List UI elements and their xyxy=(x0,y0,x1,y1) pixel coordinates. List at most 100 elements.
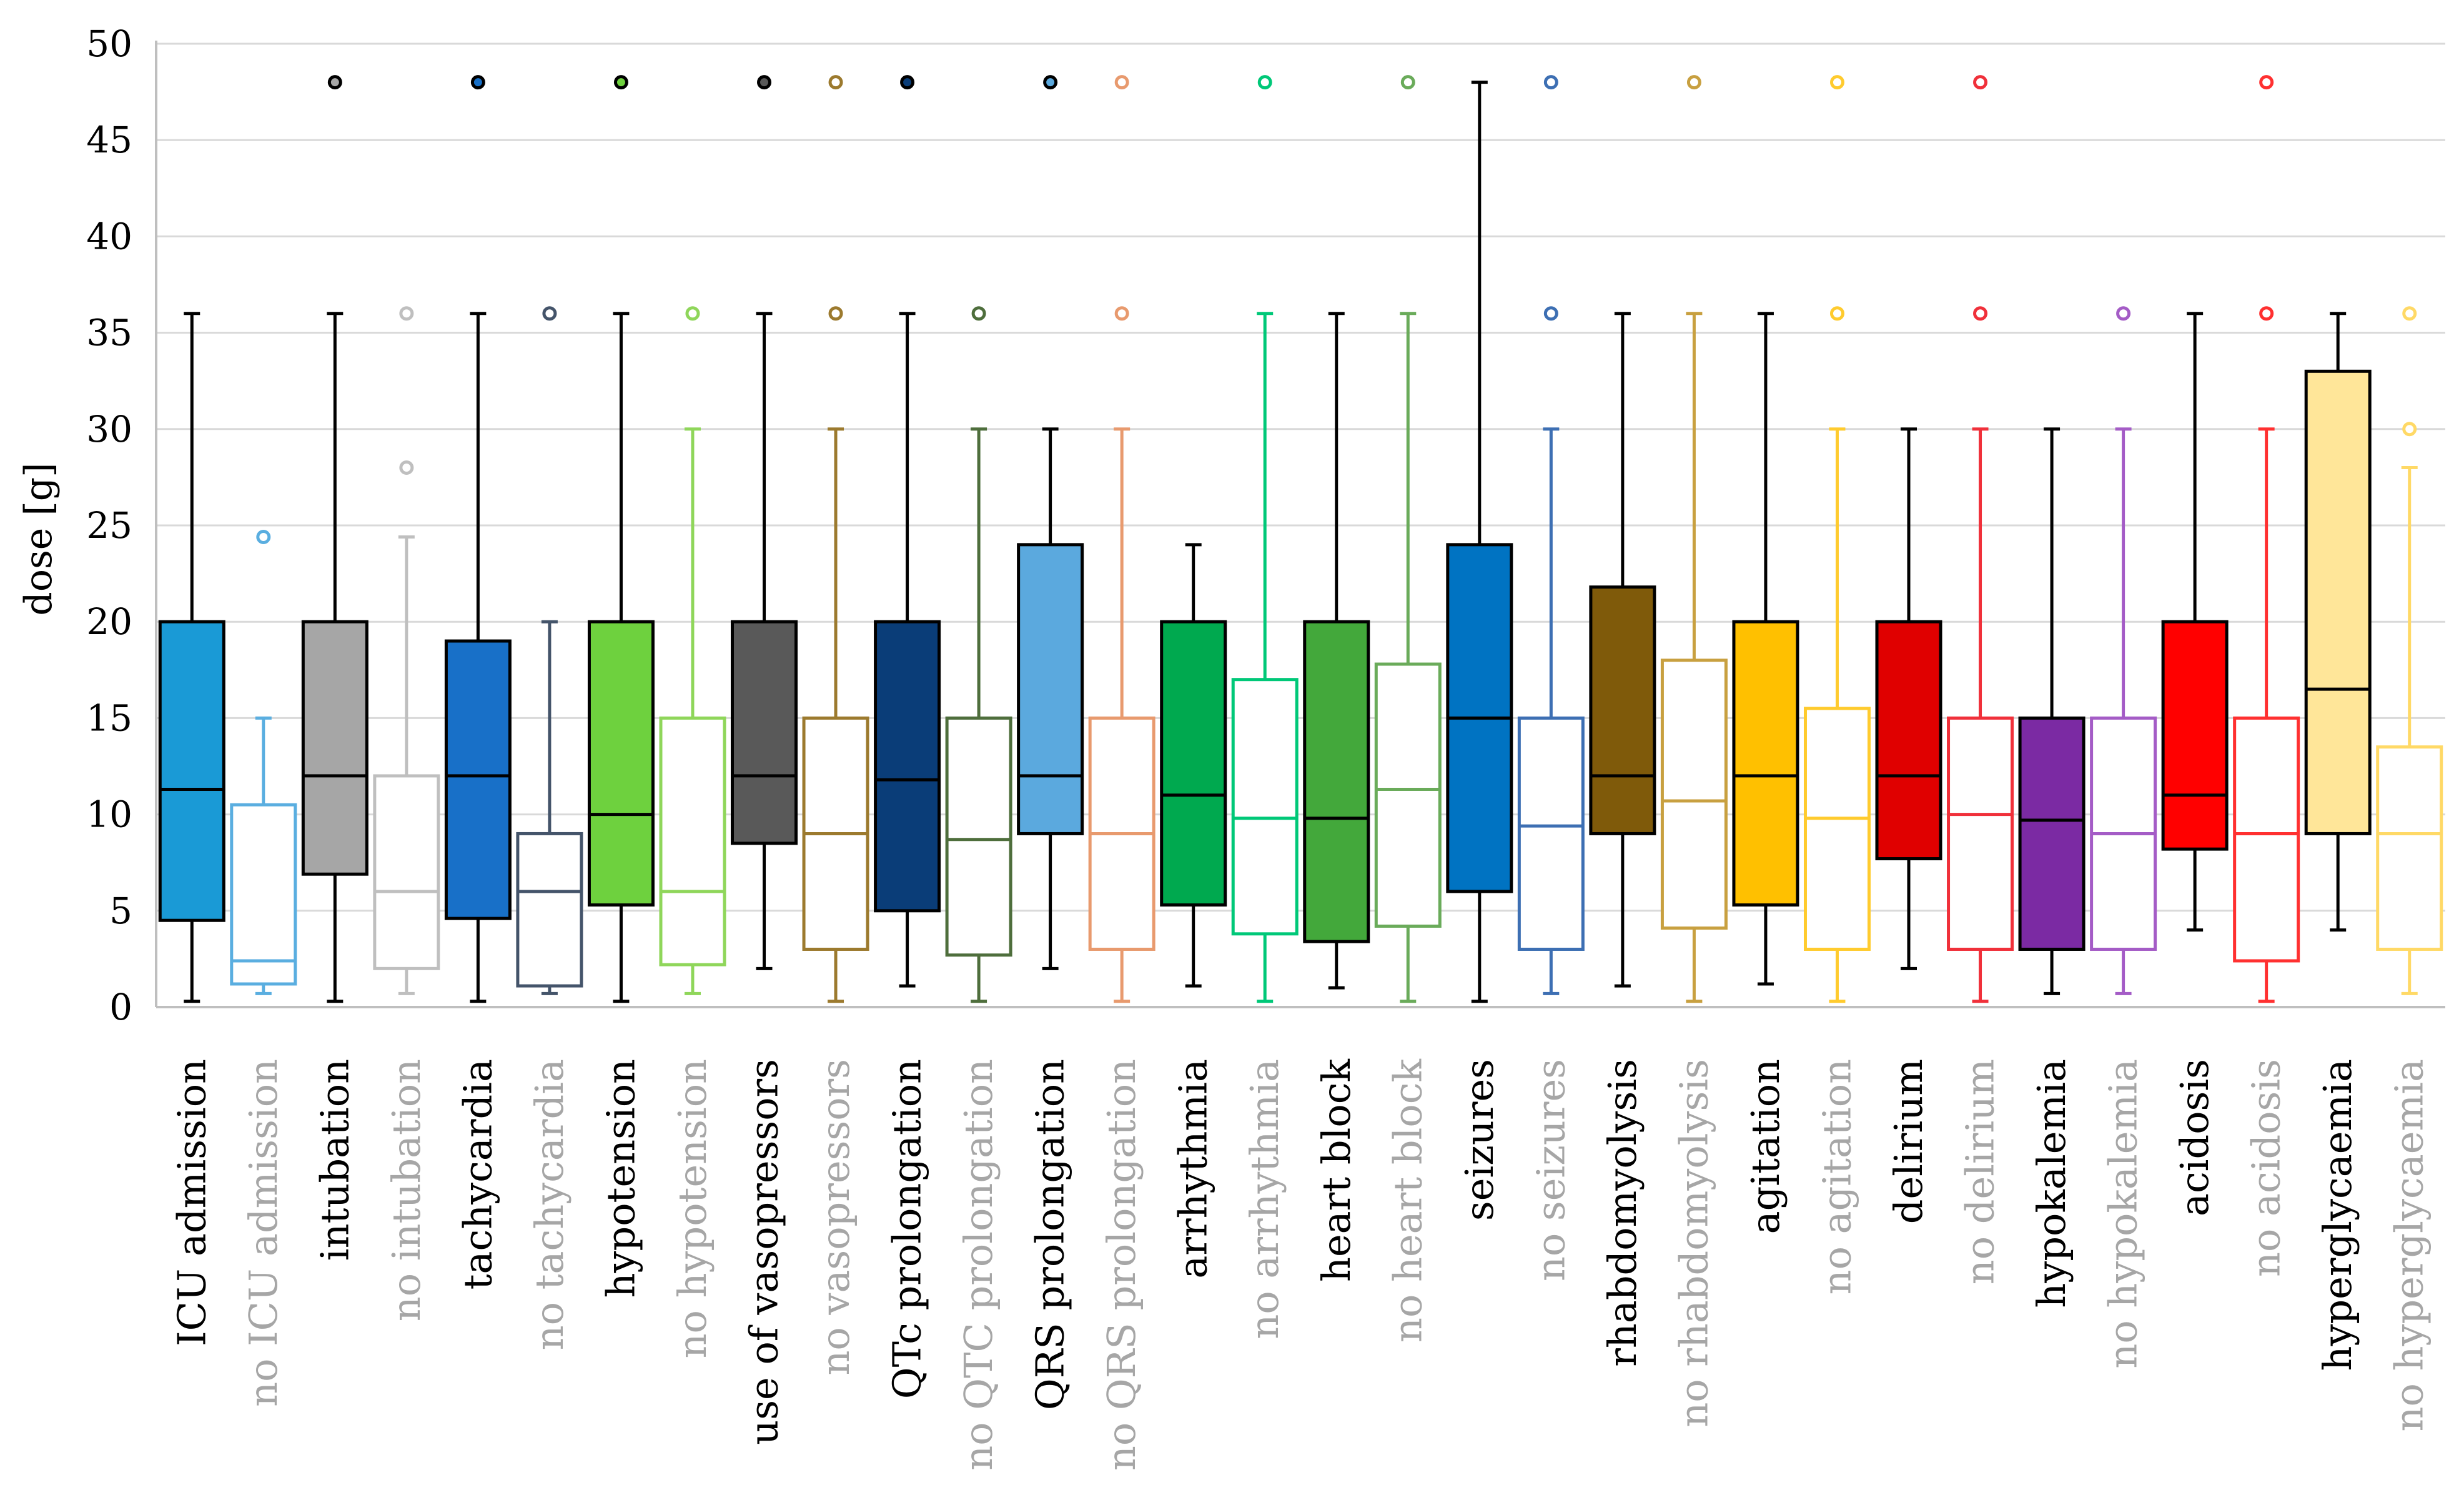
iqr-box xyxy=(1017,543,1084,835)
box-11 xyxy=(945,306,1012,1003)
iqr-box xyxy=(587,620,655,907)
gridlines xyxy=(156,42,2445,912)
outlier-point xyxy=(685,306,700,321)
box-3 xyxy=(373,306,440,995)
outlier-point xyxy=(1543,306,1558,321)
box-20 xyxy=(1589,312,1656,988)
y-tick-label: 35 xyxy=(86,312,132,354)
x-tick-label: use of vasopressors xyxy=(741,1059,787,1445)
box-2 xyxy=(301,75,369,1003)
box-7 xyxy=(659,306,726,995)
x-tick-label: hyperglycaemia xyxy=(2315,1059,2360,1371)
box-27 xyxy=(2090,306,2157,995)
y-tick-label: 25 xyxy=(86,504,132,547)
box-5 xyxy=(516,306,583,995)
box-13 xyxy=(1088,75,1155,1003)
box-30 xyxy=(2304,312,2372,932)
box-26 xyxy=(2018,427,2085,995)
box-16 xyxy=(1303,312,1370,990)
x-tick-label: no hypokalemia xyxy=(2100,1059,2146,1369)
x-tick-label: hypokalemia xyxy=(2029,1059,2074,1308)
outlier-point xyxy=(327,75,342,90)
iqr-box xyxy=(1875,620,1942,861)
iqr-box xyxy=(516,832,583,988)
box-14 xyxy=(1160,543,1227,988)
boxes xyxy=(158,75,2443,1003)
outlier-point xyxy=(2259,75,2274,90)
x-tick-label: arrhythmia xyxy=(1170,1059,1216,1279)
y-tick-label: 15 xyxy=(86,697,132,739)
y-tick-label: 40 xyxy=(86,215,132,257)
iqr-box xyxy=(2233,716,2300,963)
box-18 xyxy=(1446,81,1513,1003)
iqr-box xyxy=(444,639,512,920)
x-tick-label: no hyperglycaemia xyxy=(2387,1059,2432,1431)
x-tick-label: no intubation xyxy=(383,1059,429,1321)
outlier-point xyxy=(1257,75,1272,90)
outlier-point xyxy=(1114,306,1129,321)
iqr-box xyxy=(1947,716,2014,951)
x-tick-label: tachycardia xyxy=(455,1059,500,1289)
outlier-point xyxy=(1543,75,1558,90)
box-29 xyxy=(2233,75,2300,1003)
x-tick-label: seizures xyxy=(1457,1059,1502,1221)
box-10 xyxy=(874,75,941,988)
outlier-point xyxy=(1043,75,1058,90)
box-24 xyxy=(1875,427,1942,970)
x-tick-label: rhabdomyolysis xyxy=(1600,1059,1645,1367)
x-tick-label: agitation xyxy=(1743,1059,1788,1234)
iqr-box xyxy=(1231,678,1299,936)
y-tick-label: 45 xyxy=(86,119,132,161)
x-tick-label: intubation xyxy=(312,1059,357,1261)
outlier-point xyxy=(2402,306,2417,321)
iqr-box xyxy=(2018,716,2085,951)
outlier-point xyxy=(256,530,271,545)
iqr-box xyxy=(731,620,798,845)
iqr-box xyxy=(1589,585,1656,835)
box-25 xyxy=(1947,75,2014,1003)
x-tick-label: no heart block xyxy=(1385,1059,1430,1343)
x-tick-label: no vasopressors xyxy=(813,1059,858,1376)
outlier-point xyxy=(1973,75,1988,90)
iqr-box xyxy=(2161,620,2229,851)
box-28 xyxy=(2161,312,2229,932)
y-tick-label: 20 xyxy=(86,600,132,643)
y-axis-label: dose [g] xyxy=(17,462,61,615)
x-tick-label: hypotension xyxy=(598,1059,643,1298)
outlier-point xyxy=(613,75,628,90)
outlier-point xyxy=(1400,75,1415,90)
outlier-point xyxy=(900,75,915,90)
box-1 xyxy=(230,530,297,995)
y-tick-label: 10 xyxy=(86,793,132,836)
y-tick-label: 5 xyxy=(109,890,132,932)
x-tick-label: no delirium xyxy=(1957,1059,2003,1284)
iqr-box xyxy=(1660,658,1728,930)
iqr-box xyxy=(158,620,225,922)
x-tick-label: no hypotension xyxy=(670,1059,715,1358)
axes: 0 5 10 15 20 25 30 35 40 45 50 xyxy=(86,22,2445,1028)
x-tick-label: no ICU admission xyxy=(240,1059,286,1407)
outlier-point xyxy=(1114,75,1129,90)
box-22 xyxy=(1732,312,1799,986)
outlier-point xyxy=(1686,75,1701,90)
box-21 xyxy=(1660,75,1728,1003)
iqr-box xyxy=(1732,620,1799,907)
iqr-box xyxy=(230,803,297,986)
x-tick-label: acidosis xyxy=(2172,1059,2217,1216)
iqr-box xyxy=(373,774,440,970)
y-tick-label: 30 xyxy=(86,408,132,450)
x-tick-label: QTc prolongation xyxy=(884,1059,930,1399)
outlier-point xyxy=(1973,306,1988,321)
y-tick-label: 0 xyxy=(109,986,132,1028)
iqr-box xyxy=(1374,662,1442,928)
outlier-point xyxy=(757,75,772,90)
x-tick-label: no arrhythmia xyxy=(1242,1059,1287,1339)
box-4 xyxy=(444,75,512,1003)
x-tick-label: no agitation xyxy=(1814,1059,1859,1294)
outlier-point xyxy=(2259,306,2274,321)
x-tick-label: no acidosis xyxy=(2244,1059,2289,1277)
outlier-point xyxy=(399,460,414,475)
box-9 xyxy=(802,75,869,1003)
